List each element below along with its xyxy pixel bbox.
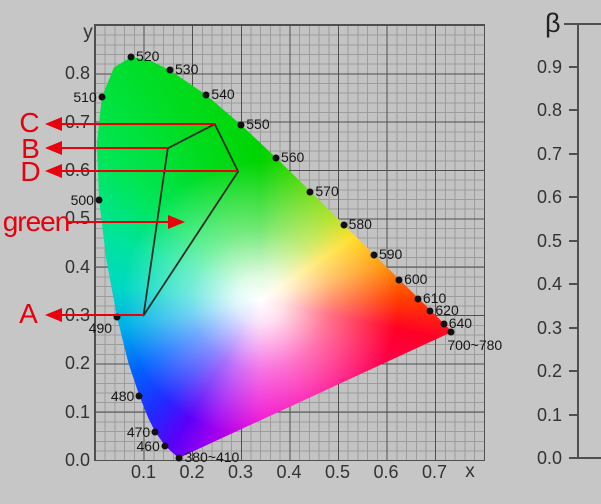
beta-tick-0.4: [569, 283, 577, 285]
locus-label-490: 490: [88, 320, 113, 337]
locus-label-580: 580: [348, 215, 372, 232]
annotation-green-line: [68, 220, 172, 223]
locus-point-460: [161, 442, 169, 450]
beta-tick-label-0.3: 0.3: [536, 317, 562, 338]
beta-tick-0.5: [569, 239, 577, 242]
locus-label-590: 590: [378, 245, 403, 262]
y-axis-tick-0.1: 0.1: [64, 401, 90, 422]
locus-point-520: [127, 53, 135, 61]
locus-point-530: [166, 66, 174, 74]
locus-label-510: 510: [73, 89, 97, 106]
locus-point-590: [370, 251, 378, 259]
locus-label-530: 530: [175, 61, 199, 78]
annotation-A-line: [58, 314, 144, 317]
locus-point-600: [395, 276, 403, 284]
locus-point-380~410: [175, 454, 183, 462]
y-axis-title: y: [83, 22, 93, 43]
locus-label-620: 620: [435, 301, 459, 318]
cie-plot-area: [94, 24, 485, 461]
locus-label-560: 560: [280, 149, 305, 166]
beta-tick-label-0.7: 0.7: [536, 143, 562, 164]
locus-point-490: [113, 313, 121, 321]
annotation-C-line: [58, 123, 215, 126]
beta-tick-label-0.1: 0.1: [536, 404, 562, 425]
beta-axis-top-border: [564, 23, 601, 25]
spectral-locus-fill: [96, 57, 453, 458]
beta-tick-label-0.0: 0.0: [536, 448, 562, 468]
beta-axis-title: β: [545, 8, 561, 38]
beta-tick-label-0.5: 0.5: [536, 230, 562, 251]
x-axis-tick-0.5: 0.5: [324, 462, 351, 482]
locus-point-620: [426, 307, 434, 315]
locus-label-600: 600: [404, 270, 428, 287]
beta-tick-0.2: [569, 370, 577, 372]
x-axis-tick-0.6: 0.6: [373, 462, 399, 482]
locus-point-470: [151, 428, 159, 436]
beta-tick-0.9: [569, 65, 577, 68]
beta-tick-label-0.6: 0.6: [536, 187, 562, 207]
annotation-D-label: D: [20, 156, 40, 187]
locus-point-510: [98, 93, 106, 101]
annotation-D-line: [58, 170, 239, 173]
beta-tick-0.7: [569, 152, 577, 155]
locus-point-640: [440, 320, 448, 328]
y-axis-tick-0.8: 0.8: [64, 63, 90, 84]
locus-point-570: [306, 188, 314, 196]
locus-point-500: [95, 196, 103, 204]
locus-label-570: 570: [315, 182, 339, 199]
y-axis-tick-0.7: 0.7: [64, 111, 90, 132]
x-axis-tick-0.4: 0.4: [276, 462, 302, 482]
locus-label-610: 610: [422, 289, 447, 306]
annotation-A-arrow: [45, 308, 62, 323]
x-axis-tick-0.1: 0.1: [130, 462, 157, 482]
locus-point-560: [272, 154, 280, 162]
beta-tick-0.0: [569, 457, 577, 459]
beta-tick-label-0.9: 0.9: [536, 56, 562, 77]
locus-label-520: 520: [136, 47, 160, 64]
y-axis-tick-0.6: 0.6: [64, 160, 90, 180]
beta-axis-line: [577, 25, 579, 459]
locus-point-580: [340, 221, 348, 229]
y-axis-tick-0.0: 0.0: [64, 450, 90, 470]
locus-point-700~780: [447, 328, 455, 336]
locus-label-460: 460: [136, 437, 160, 454]
annotation-green-arrow: [168, 214, 186, 229]
locus-label-550: 550: [246, 116, 270, 133]
annotation-green-label: green: [2, 206, 71, 237]
x-axis-tick-0.2: 0.2: [179, 462, 205, 482]
x-axis-tick-0.3: 0.3: [227, 462, 254, 482]
beta-tick-0.3: [569, 326, 577, 329]
annotation-C-label: C: [19, 107, 39, 138]
beta-tick-label-0.2: 0.2: [536, 361, 562, 381]
locus-point-610: [414, 295, 422, 303]
beta-axis-bottom-border: [577, 457, 601, 459]
annotation-A-label: A: [19, 298, 38, 329]
annotation-D-arrow: [45, 164, 62, 179]
y-axis-tick-0.4: 0.4: [64, 256, 90, 277]
locus-point-540: [202, 91, 210, 99]
locus-label-470: 470: [126, 424, 151, 441]
annotation-C-arrow: [45, 117, 62, 132]
locus-point-550: [237, 121, 245, 129]
annotation-B-arrow: [45, 141, 62, 156]
beta-tick-0.6: [569, 196, 577, 198]
beta-tick-label-0.8: 0.8: [536, 100, 562, 120]
locus-point-480: [135, 392, 143, 400]
locus-label-500: 500: [70, 191, 94, 208]
beta-tick-0.1: [569, 413, 577, 416]
annotation-B-label: B: [21, 133, 40, 164]
beta-tick-0.8: [569, 109, 577, 111]
y-axis-tick-0.2: 0.2: [64, 353, 90, 374]
x-axis-title: x: [465, 461, 475, 482]
locus-label-700~780: 700~780: [447, 336, 503, 353]
y-axis-tick-0.5: 0.5: [64, 208, 90, 229]
annotation-B-line: [58, 147, 168, 150]
locus-label-540: 540: [211, 86, 235, 103]
x-axis-tick-0.7: 0.7: [421, 462, 448, 482]
locus-label-480: 480: [110, 387, 135, 404]
locus-label-640: 640: [448, 315, 473, 332]
beta-tick-label-0.4: 0.4: [536, 274, 562, 294]
locus-label-380~410: 380~410: [184, 448, 240, 465]
